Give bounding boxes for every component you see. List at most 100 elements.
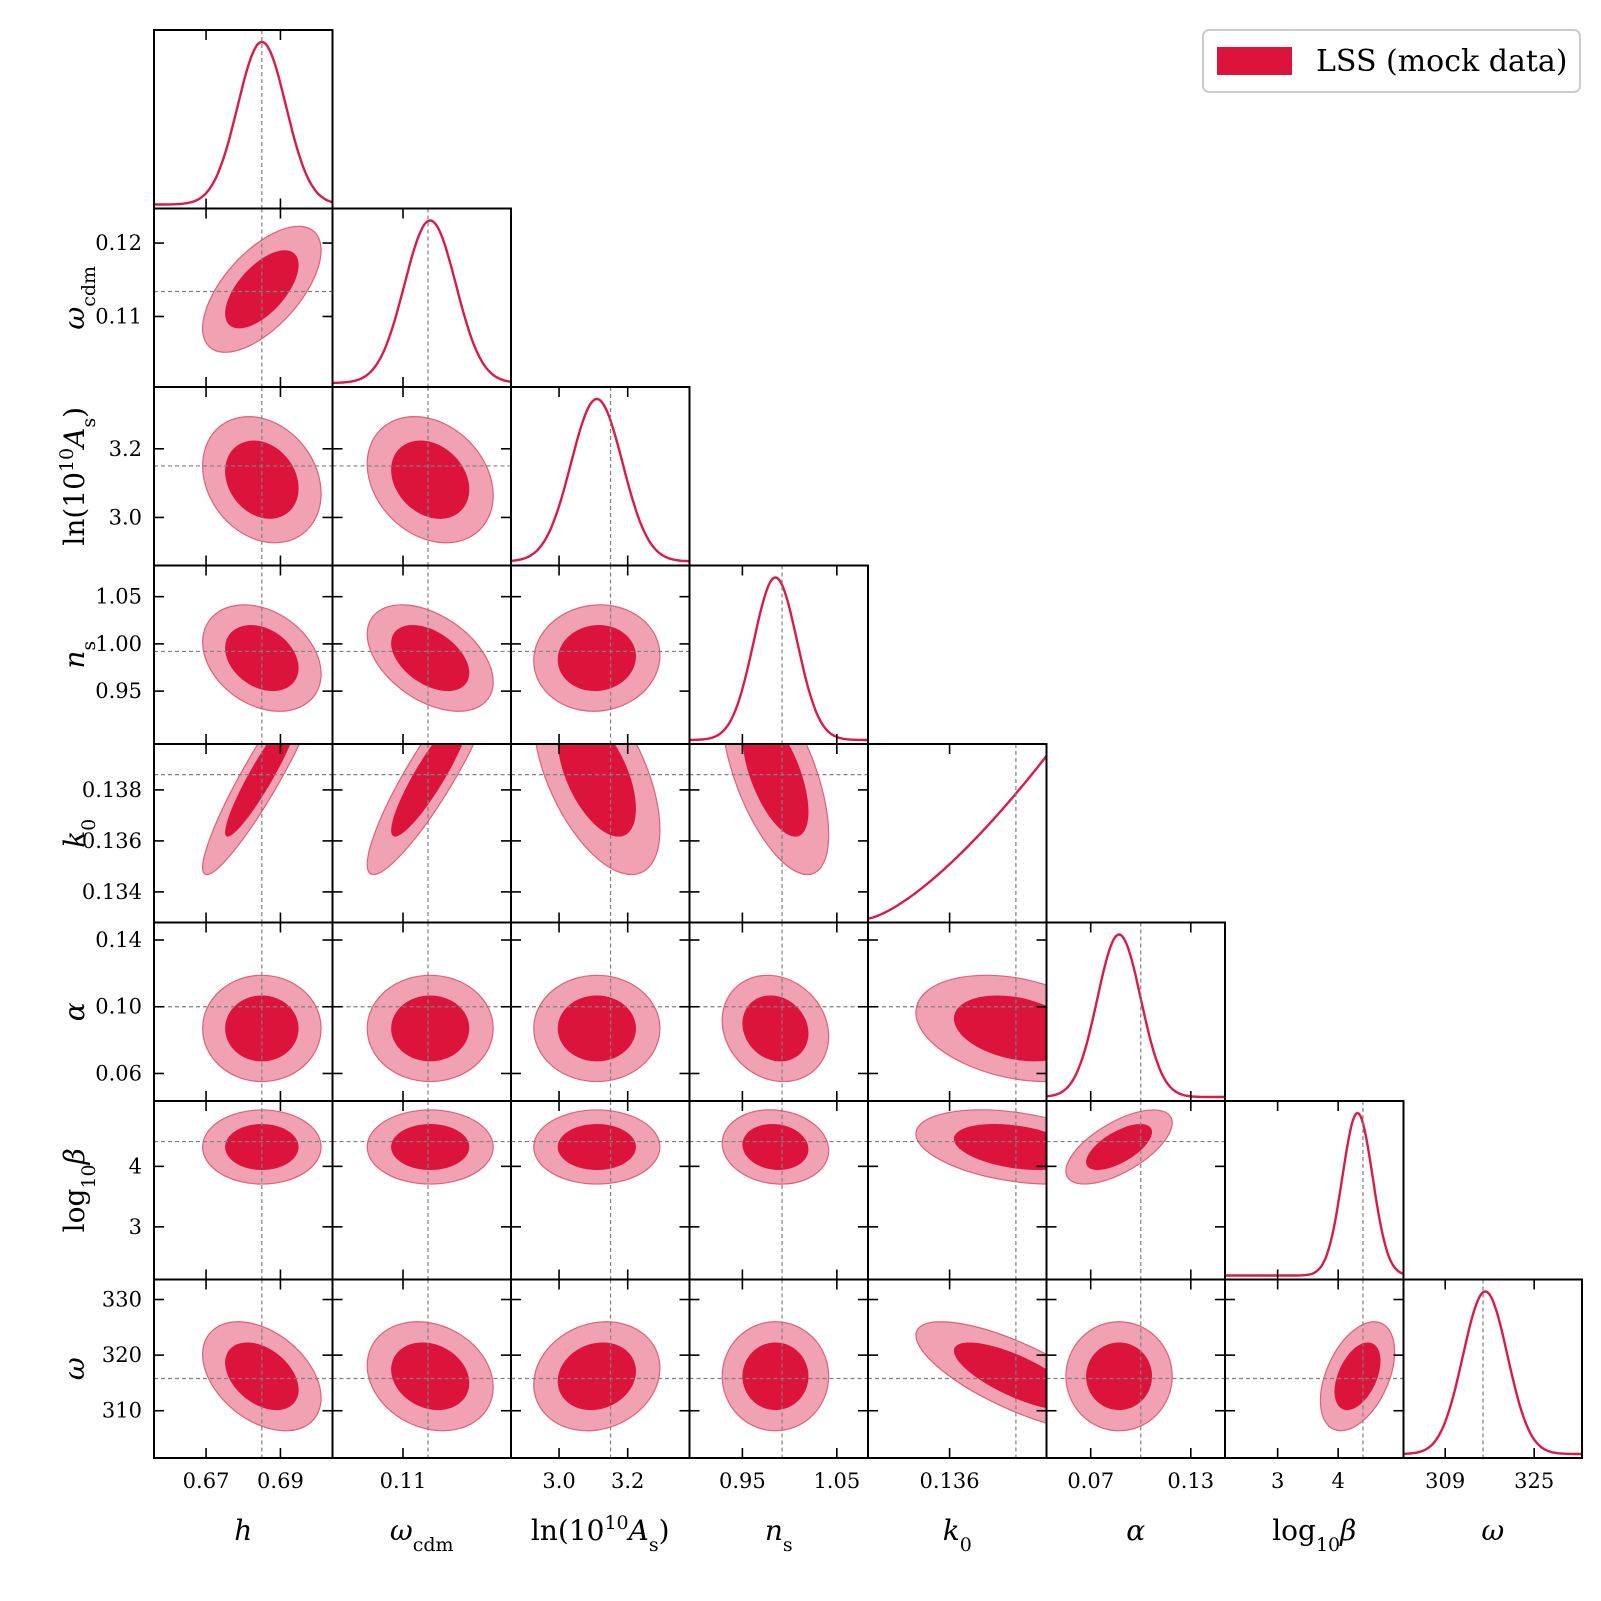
panel-ln-as-vs-ln-as	[510, 386, 691, 567]
contour-68-log10-beta-ln-as	[557, 1123, 636, 1170]
panel-frame	[510, 386, 691, 567]
x-tick-label-ln-as: 3.0	[542, 1469, 575, 1493]
y-tick-label-log10-beta: 3	[129, 1215, 142, 1239]
y-axis-label-k0: k0	[58, 819, 100, 848]
y-tick-label-n-s: 1.05	[95, 585, 142, 609]
contour-68-omega-omega-cdm	[391, 1342, 470, 1411]
y-tick-label-n-s: 1.00	[95, 632, 142, 656]
x-tick-label-h: 0.67	[183, 1469, 230, 1493]
x-axis-label-omega: ω	[1481, 1514, 1504, 1547]
y-tick-label-k0: 0.134	[82, 880, 142, 904]
x-tick-label-n-s: 0.95	[719, 1469, 766, 1493]
panel-n-s-vs-h	[153, 564, 334, 745]
y-tick-label-omega: 330	[102, 1288, 142, 1312]
x-axis-label-h: h	[234, 1514, 252, 1547]
contour-68-k0-omega-cdm	[391, 744, 470, 837]
marginal-curve-omega	[1403, 1290, 1582, 1456]
x-tick-label-omega: 325	[1514, 1469, 1554, 1493]
panel-log10-beta-vs-omega-cdm	[331, 1100, 512, 1281]
contour-68-alpha-n-s	[742, 995, 809, 1062]
marginal-curve-h	[154, 40, 333, 206]
panel-omega-cdm-vs-h	[153, 207, 334, 388]
x-tick-label-h: 0.69	[257, 1469, 304, 1493]
y-tick-label-alpha: 0.14	[95, 928, 142, 952]
panel-alpha-vs-k0	[867, 921, 1048, 1102]
panel-frame	[1224, 1100, 1405, 1281]
y-tick-label-k0: 0.138	[82, 778, 142, 802]
x-tick-label-log10-beta: 4	[1331, 1469, 1344, 1493]
panel-k0-vs-k0	[867, 743, 1048, 924]
marginal-curve-omega-cdm	[332, 219, 511, 385]
panel-alpha-vs-n-s	[688, 921, 869, 1102]
panel-n-s-vs-omega-cdm	[331, 564, 512, 745]
y-axis-label-n-s: ns	[58, 641, 100, 669]
panel-frame	[867, 743, 1048, 924]
contour-68-alpha-omega-cdm	[391, 995, 470, 1062]
legend-label: LSS (mock data)	[1316, 44, 1568, 79]
contour-68-log10-beta-n-s	[742, 1123, 809, 1170]
panel-omega-cdm-vs-omega-cdm	[331, 207, 512, 388]
panel-n-s-vs-n-s	[688, 564, 869, 745]
contour-68-ln-as-omega-cdm	[391, 440, 470, 519]
marginal-curve-ln-as	[511, 397, 690, 563]
y-axis-label-omega-cdm: ωcdm	[58, 266, 100, 330]
y-tick-label-ln-as: 3.2	[109, 437, 142, 461]
panel-alpha-vs-alpha	[1045, 921, 1226, 1102]
contour-68-log10-beta-omega-cdm	[391, 1123, 470, 1170]
y-tick-label-omega-cdm: 0.12	[95, 231, 142, 255]
x-tick-label-alpha: 0.07	[1067, 1469, 1114, 1493]
x-tick-label-omega: 309	[1425, 1469, 1465, 1493]
contour-68-omega-alpha	[1086, 1342, 1153, 1411]
x-tick-label-k0: 0.136	[920, 1469, 980, 1493]
panel-frame	[153, 29, 334, 210]
y-tick-label-n-s: 0.95	[95, 679, 142, 703]
x-tick-label-omega-cdm: 0.11	[380, 1469, 427, 1493]
x-axis-label-log10-beta: log10β	[1272, 1514, 1356, 1556]
panel-frame	[331, 207, 512, 388]
panel-omega-vs-omega	[1402, 1278, 1583, 1459]
panel-log10-beta-vs-alpha	[1045, 1100, 1226, 1281]
x-tick-label-n-s: 1.05	[813, 1469, 860, 1493]
y-tick-label-omega-cdm: 0.11	[95, 304, 142, 328]
y-axis-label-alpha: α	[58, 1002, 91, 1021]
panel-omega-vs-h	[153, 1278, 334, 1459]
legend-swatch	[1217, 47, 1292, 75]
y-tick-label-alpha: 0.06	[95, 1061, 142, 1085]
panel-alpha-vs-omega-cdm	[331, 921, 512, 1102]
panel-omega-vs-alpha	[1045, 1278, 1226, 1459]
x-axis-label-ln-as: ln(1010As)	[531, 1512, 670, 1556]
x-axis-label-omega-cdm: ωcdm	[390, 1514, 454, 1556]
y-axis-label-log10-beta: log10β	[58, 1148, 100, 1232]
x-axis-label-alpha: α	[1126, 1514, 1145, 1547]
x-tick-label-ln-as: 3.2	[611, 1469, 644, 1493]
panel-frame	[1402, 1278, 1583, 1459]
y-tick-label-ln-as: 3.0	[109, 505, 142, 529]
panel-omega-vs-n-s	[688, 1278, 869, 1459]
contour-68-log10-beta-alpha	[1086, 1123, 1153, 1170]
panel-omega-vs-log10-beta	[1224, 1278, 1405, 1459]
panel-ln-as-vs-omega-cdm	[331, 386, 512, 567]
y-tick-label-k0: 0.136	[82, 829, 142, 853]
panel-log10-beta-vs-k0	[867, 1100, 1048, 1281]
contour-68-omega-h	[225, 1342, 299, 1411]
panel-k0-vs-n-s	[688, 743, 869, 924]
x-tick-label-alpha: 0.13	[1167, 1469, 1214, 1493]
legend: LSS (mock data)	[1202, 29, 1581, 93]
y-tick-label-omega: 310	[102, 1399, 142, 1423]
marginal-curve-k0	[868, 755, 1047, 920]
contour-68-omega-ln-as	[557, 1342, 636, 1411]
y-tick-label-omega: 320	[102, 1343, 142, 1367]
marginal-curve-alpha	[1046, 933, 1225, 1099]
panel-log10-beta-vs-log10-beta	[1224, 1100, 1405, 1281]
y-axis-label-omega: ω	[58, 1357, 91, 1380]
x-axis-label-k0: k0	[943, 1514, 972, 1556]
panel-log10-beta-vs-h	[153, 1100, 334, 1281]
contour-68-n-s-omega-cdm	[391, 625, 470, 692]
marginal-curve-n-s	[689, 576, 868, 742]
panel-omega-vs-ln-as	[510, 1278, 691, 1459]
panel-alpha-vs-ln-as	[510, 921, 691, 1102]
contour-68-omega-n-s	[742, 1342, 809, 1411]
contour-68-alpha-ln-as	[557, 995, 636, 1062]
panel-h-vs-h	[153, 29, 334, 210]
